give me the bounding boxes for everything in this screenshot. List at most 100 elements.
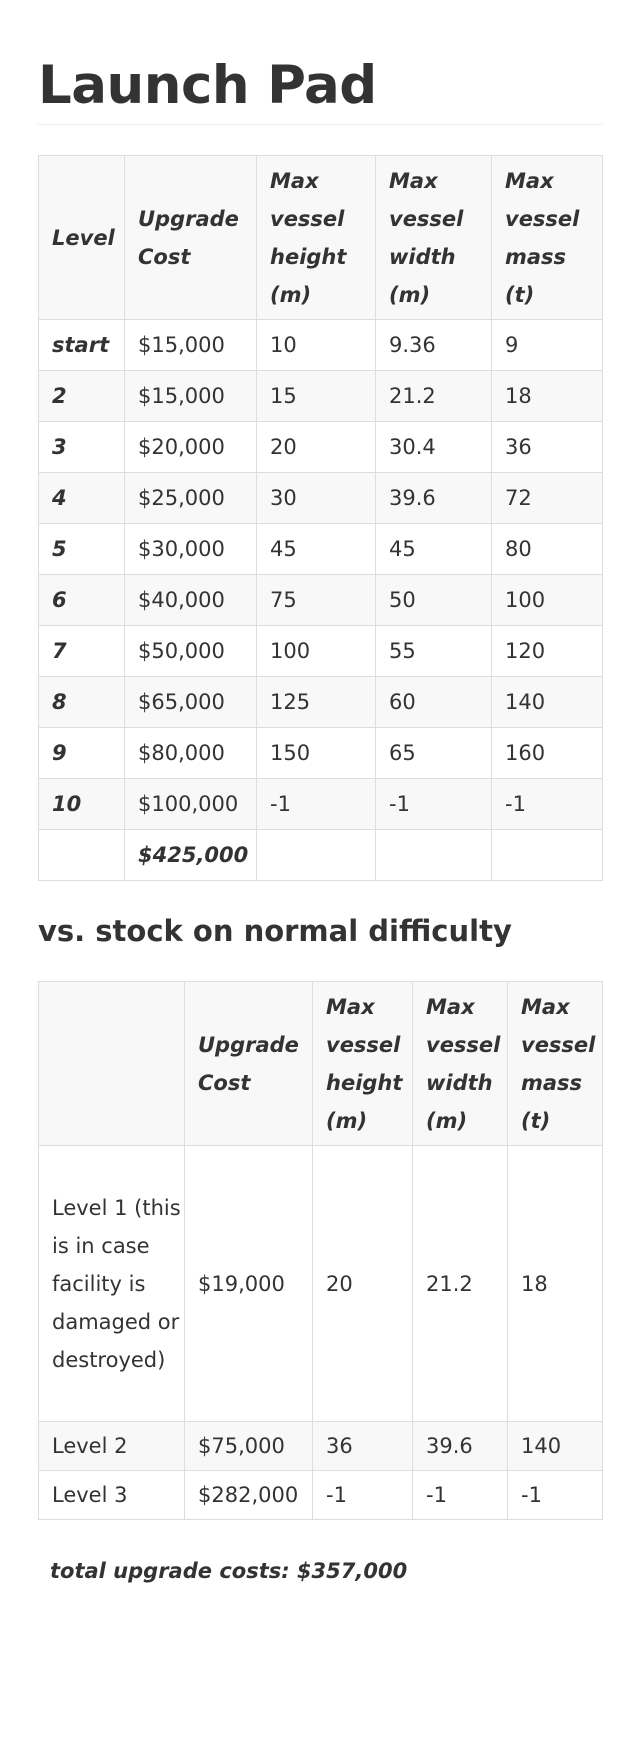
width-cell: 9.36 xyxy=(375,319,492,371)
table-row: 5 $30,000 45 45 80 xyxy=(38,523,603,575)
width-cell: 50 xyxy=(375,574,492,626)
mass-cell: 160 xyxy=(491,727,603,779)
cost-cell: $100,000 xyxy=(124,778,257,830)
table-row: Level 1 (this is in case facility is dam… xyxy=(38,1145,603,1422)
cost-cell: $80,000 xyxy=(124,727,257,779)
cost-cell: $40,000 xyxy=(124,574,257,626)
mass-cell: 120 xyxy=(491,625,603,677)
mass-cell: 9 xyxy=(491,319,603,371)
cost-cell: $50,000 xyxy=(124,625,257,677)
width-cell: 21.2 xyxy=(412,1145,508,1422)
cost-cell: $15,000 xyxy=(124,370,257,422)
empty-cell xyxy=(38,829,125,881)
table-row: 4 $25,000 30 39.6 72 xyxy=(38,472,603,524)
mass-cell: 36 xyxy=(491,421,603,473)
total-cost-cell: $425,000 xyxy=(124,829,257,881)
header-max-mass: Max vessel mass (t) xyxy=(507,981,603,1146)
level-cell: 6 xyxy=(38,574,125,626)
cost-cell: $25,000 xyxy=(124,472,257,524)
level-cell: 5 xyxy=(38,523,125,575)
table-row: Level 3 $282,000 -1 -1 -1 xyxy=(38,1470,603,1520)
width-cell: 39.6 xyxy=(412,1421,508,1471)
header-max-height: Max vessel height (m) xyxy=(256,155,376,320)
mass-cell: -1 xyxy=(507,1470,603,1520)
table-row: 3 $20,000 20 30.4 36 xyxy=(38,421,603,473)
table-row: 8 $65,000 125 60 140 xyxy=(38,676,603,728)
width-cell: 30.4 xyxy=(375,421,492,473)
cost-cell: $20,000 xyxy=(124,421,257,473)
level-cell: Level 1 (this is in case facility is dam… xyxy=(38,1145,185,1422)
header-max-width: Max vessel width (m) xyxy=(375,155,492,320)
table-row: 9 $80,000 150 65 160 xyxy=(38,727,603,779)
height-cell: 125 xyxy=(256,676,376,728)
height-cell: 10 xyxy=(256,319,376,371)
header-empty xyxy=(38,981,185,1146)
cost-cell: $65,000 xyxy=(124,676,257,728)
launch-pad-upgrade-table: Level Upgrade Cost Max vessel height (m)… xyxy=(38,155,603,881)
level-cell: 3 xyxy=(38,421,125,473)
height-cell: 150 xyxy=(256,727,376,779)
page-title: Launch Pad xyxy=(38,52,602,125)
table-row: 2 $15,000 15 21.2 18 xyxy=(38,370,603,422)
level-cell: 4 xyxy=(38,472,125,524)
mass-cell: 80 xyxy=(491,523,603,575)
height-cell: 20 xyxy=(256,421,376,473)
header-max-mass: Max vessel mass (t) xyxy=(491,155,603,320)
level-cell: 7 xyxy=(38,625,125,677)
cost-cell: $19,000 xyxy=(184,1145,313,1422)
height-cell: 30 xyxy=(256,472,376,524)
width-cell: 21.2 xyxy=(375,370,492,422)
mass-cell: 100 xyxy=(491,574,603,626)
level-cell: Level 2 xyxy=(38,1421,185,1471)
table-row: 10 $100,000 -1 -1 -1 xyxy=(38,778,603,830)
empty-cell xyxy=(256,829,376,881)
header-max-height: Max vessel height (m) xyxy=(312,981,413,1146)
cost-cell: $15,000 xyxy=(124,319,257,371)
height-cell: 36 xyxy=(312,1421,413,1471)
table-row: Level 2 $75,000 36 39.6 140 xyxy=(38,1421,603,1471)
height-cell: 15 xyxy=(256,370,376,422)
height-cell: -1 xyxy=(256,778,376,830)
height-cell: 20 xyxy=(312,1145,413,1422)
height-cell: 75 xyxy=(256,574,376,626)
height-cell: -1 xyxy=(312,1470,413,1520)
level-cell: start xyxy=(38,319,125,371)
height-cell: 100 xyxy=(256,625,376,677)
width-cell: -1 xyxy=(412,1470,508,1520)
empty-cell xyxy=(375,829,492,881)
level-cell: Level 3 xyxy=(38,1470,185,1520)
table-row: start $15,000 10 9.36 9 xyxy=(38,319,603,371)
width-cell: -1 xyxy=(375,778,492,830)
mass-cell: 18 xyxy=(507,1145,603,1422)
level-cell: 10 xyxy=(38,778,125,830)
table-header-row: Level Upgrade Cost Max vessel height (m)… xyxy=(38,155,603,320)
table-row: 7 $50,000 100 55 120 xyxy=(38,625,603,677)
width-cell: 60 xyxy=(375,676,492,728)
total-upgrade-costs-note: total upgrade costs: $357,000 xyxy=(50,1559,408,1583)
mass-cell: 140 xyxy=(491,676,603,728)
cost-cell: $75,000 xyxy=(184,1421,313,1471)
section-title: vs. stock on normal difficulty xyxy=(38,914,512,948)
table-row: 6 $40,000 75 50 100 xyxy=(38,574,603,626)
mass-cell: 72 xyxy=(491,472,603,524)
height-cell: 45 xyxy=(256,523,376,575)
stock-comparison-table: Upgrade Cost Max vessel height (m) Max v… xyxy=(38,981,603,1520)
width-cell: 45 xyxy=(375,523,492,575)
header-max-width: Max vessel width (m) xyxy=(412,981,508,1146)
mass-cell: 140 xyxy=(507,1421,603,1471)
level-cell: 9 xyxy=(38,727,125,779)
cost-cell: $30,000 xyxy=(124,523,257,575)
table-header-row: Upgrade Cost Max vessel height (m) Max v… xyxy=(38,981,603,1146)
mass-cell: -1 xyxy=(491,778,603,830)
mass-cell: 18 xyxy=(491,370,603,422)
table-total-row: $425,000 xyxy=(38,829,603,881)
empty-cell xyxy=(491,829,603,881)
header-level: Level xyxy=(38,155,125,320)
width-cell: 39.6 xyxy=(375,472,492,524)
level-cell: 2 xyxy=(38,370,125,422)
cost-cell: $282,000 xyxy=(184,1470,313,1520)
width-cell: 55 xyxy=(375,625,492,677)
header-upgrade-cost: Upgrade Cost xyxy=(184,981,313,1146)
width-cell: 65 xyxy=(375,727,492,779)
article-content: Launch Pad Level Upgrade Cost Max vessel… xyxy=(38,0,603,1586)
